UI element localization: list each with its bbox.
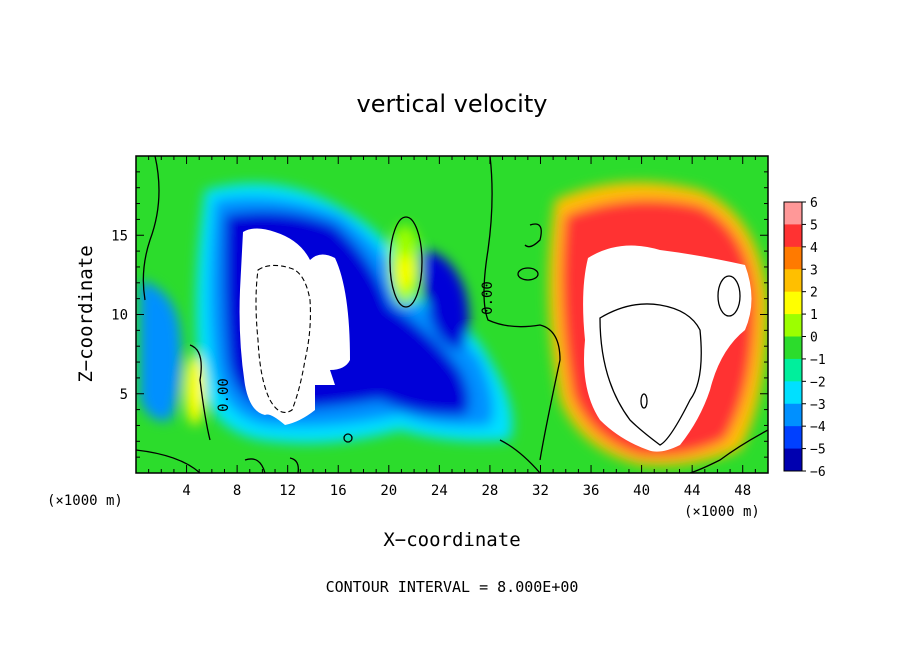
x-tick-label: 4 (182, 483, 190, 499)
colorbar-swatch (784, 336, 802, 360)
colorbar-swatch (784, 246, 802, 270)
downdraft-core (239, 228, 350, 425)
contour-lines (136, 156, 768, 473)
colorbar-swatch (784, 314, 802, 337)
x-tick-label: 48 (734, 483, 751, 499)
colorbar-label: −5 (810, 443, 826, 458)
colorbar-swatch (784, 269, 802, 293)
colorbar-label: −6 (810, 465, 826, 480)
colorbar-swatch (784, 426, 802, 450)
contour-label-1: 0.00 (216, 378, 232, 412)
x-tick-label: 44 (684, 483, 701, 499)
colorbar-label: 4 (810, 241, 818, 256)
colorbar-swatch (784, 224, 802, 248)
x-axis-label: X−coordinate (383, 529, 520, 551)
colorbar-swatch (784, 448, 802, 472)
colorbar-swatch (784, 202, 802, 225)
y-axis-ticks: 5 10 15 (111, 171, 768, 458)
colorbar-label: −1 (810, 353, 826, 368)
colorbar-swatch (784, 358, 802, 382)
colorbar: 6 5 4 3 2 1 0 −1 −2 −3 −4 −5 −6 (783, 196, 826, 480)
colorbar-swatch (784, 403, 802, 427)
colorbar-label: 0 (810, 331, 818, 346)
updraft-small-core (397, 254, 413, 290)
x-units-right: (×1000 m) (684, 504, 760, 520)
dashed-contours (255, 264, 311, 413)
colorbar-swatch (784, 381, 802, 405)
x-tick-label: 28 (481, 483, 498, 499)
colorbar-label: 2 (810, 286, 818, 301)
contour-label-2: 0.00 (480, 281, 496, 315)
colorbar-label: 3 (810, 263, 818, 278)
colorbar-label: 6 (810, 196, 818, 211)
x-tick-label: 36 (583, 483, 600, 499)
downdraft-right-lobe (420, 250, 469, 350)
y-tick-label: 15 (111, 228, 128, 244)
colorbar-label: 1 (810, 308, 818, 323)
x-axis-ticks: 4 8 12 16 20 24 28 32 36 40 44 48 (148, 156, 756, 499)
x-tick-label: 32 (532, 483, 549, 499)
updraft-core (583, 245, 752, 452)
x-tick-label: 20 (380, 483, 397, 499)
chart-title: vertical velocity (357, 90, 548, 118)
x-tick-label: 24 (431, 483, 448, 499)
x-tick-label: 12 (279, 483, 296, 499)
heatmap-field (136, 156, 768, 473)
downdraft-left (140, 280, 182, 421)
colorbar-label: −3 (810, 398, 826, 413)
x-units-left: (×1000 m) (47, 493, 123, 509)
colorbar-label: 5 (810, 218, 818, 233)
colorbar-label: −4 (810, 420, 826, 435)
y-tick-label: 5 (120, 387, 128, 403)
x-tick-label: 16 (330, 483, 347, 499)
y-tick-label: 10 (111, 308, 128, 324)
x-tick-label: 40 (633, 483, 650, 499)
x-tick-label: 8 (233, 483, 241, 499)
y-axis-label: Z−coordinate (75, 245, 97, 382)
colorbar-label: −2 (810, 375, 826, 390)
contour-interval-text: CONTOUR INTERVAL = 8.000E+00 (326, 578, 579, 596)
updraft-lowleft (185, 355, 205, 425)
colorbar-swatch (784, 291, 802, 315)
